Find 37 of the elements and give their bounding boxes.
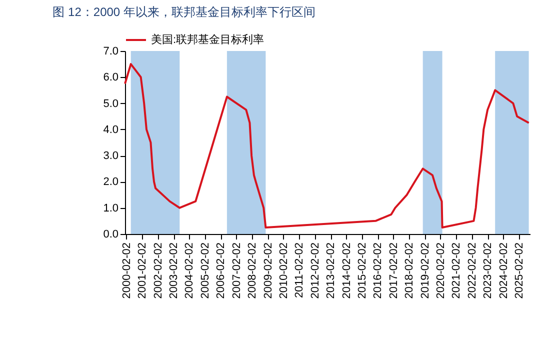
x-tick-label: 2025-02-02 xyxy=(514,242,526,299)
x-tick-label: 2000-02-02 xyxy=(120,242,133,299)
x-tick-label: 2017-02-02 xyxy=(388,242,400,299)
legend-label: 美国:联邦基金目标利率 xyxy=(151,33,264,46)
x-tick-label: 2008-02-02 xyxy=(246,242,259,299)
x-tick-label: 2007-02-02 xyxy=(230,242,243,299)
x-tick-label: 2015-02-02 xyxy=(356,242,368,299)
y-tick-label: 3.0 xyxy=(103,150,118,162)
x-tick-label: 2012-02-02 xyxy=(309,242,322,299)
x-tick-label: 2024-02-02 xyxy=(498,242,510,299)
y-tick-label: 4.0 xyxy=(103,124,118,136)
x-tick-label: 2001-02-02 xyxy=(136,242,149,299)
y-tick-label: 6.0 xyxy=(103,72,118,84)
x-tick-label: 2006-02-02 xyxy=(215,242,228,299)
x-tick-label: 2004-02-02 xyxy=(184,242,196,299)
x-tick-label: 2011-02-02 xyxy=(294,242,306,298)
y-tick-label: 5.0 xyxy=(103,98,118,110)
x-tick-label: 2009-02-02 xyxy=(262,242,274,299)
x-tick-label: 2003-02-02 xyxy=(168,242,180,299)
x-tick-label: 2022-02-02 xyxy=(466,242,478,299)
x-tick-label: 2005-02-02 xyxy=(199,242,212,299)
x-tick-label: 2021-02-02 xyxy=(450,242,463,299)
x-tick-label: 2010-02-02 xyxy=(278,242,290,299)
x-tick-label: 2013-02-02 xyxy=(325,242,338,299)
y-tick-label: 2.0 xyxy=(103,176,118,188)
x-tick-label: 2016-02-02 xyxy=(372,242,384,299)
x-tick-label: 2014-02-02 xyxy=(340,242,353,299)
y-tick-label: 7.0 xyxy=(103,46,118,58)
y-tick-label: 0.0 xyxy=(103,228,118,240)
x-tick-label: 2002-02-02 xyxy=(152,242,164,299)
chart-title: 图 12：2000 年以来，联邦基金目标利率下行区间 xyxy=(52,5,316,19)
x-tick-label: 2019-02-02 xyxy=(419,242,432,299)
x-tick-label: 2023-02-02 xyxy=(482,242,494,299)
x-tick-label: 2020-02-02 xyxy=(434,242,447,299)
y-tick-label: 1.0 xyxy=(103,202,118,214)
x-tick-label: 2018-02-02 xyxy=(404,242,416,299)
line-series xyxy=(124,63,530,228)
